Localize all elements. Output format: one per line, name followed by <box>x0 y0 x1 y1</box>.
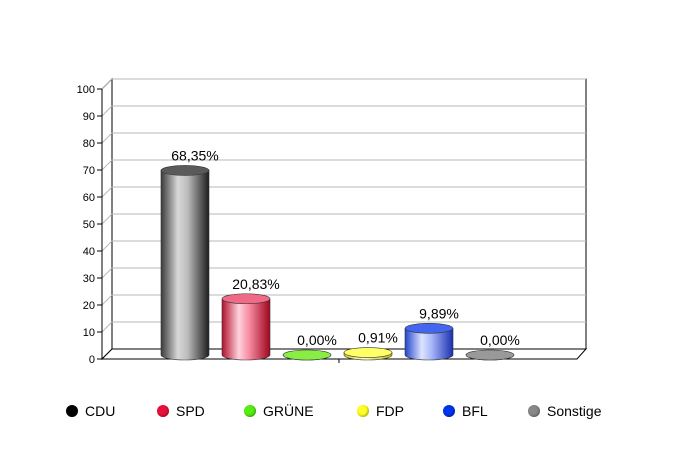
legend-label: FDP <box>376 403 404 419</box>
y-tick-label: 70 <box>83 165 95 177</box>
bar-spd-top <box>221 293 271 305</box>
gridline-side <box>101 267 113 279</box>
legend-label: Sonstige <box>547 403 602 419</box>
bar-spd <box>221 298 271 361</box>
y-tick-label: 10 <box>83 327 95 339</box>
legend-item-bfl: BFL <box>443 400 488 422</box>
data-label: 9,89% <box>419 305 459 321</box>
legend-swatch <box>157 405 169 417</box>
legend-label: CDU <box>85 403 116 419</box>
y-tick-label: 20 <box>83 300 95 312</box>
y-tick-label: 80 <box>83 138 95 150</box>
gridline-side <box>101 240 113 252</box>
bar-bfl-top <box>404 322 454 334</box>
y-tick-label: 0 <box>89 354 95 366</box>
data-label: 0,91% <box>358 330 398 346</box>
bar-cdu <box>160 170 210 361</box>
gridline-side <box>101 105 113 117</box>
legend-swatch <box>66 405 78 417</box>
legend-swatch <box>357 405 369 417</box>
legend-label: GRÜNE <box>263 403 314 419</box>
bar-bfl <box>404 327 454 361</box>
gridline-side <box>101 159 113 171</box>
gridline-side <box>101 78 113 90</box>
legend-item-gr-ne: GRÜNE <box>244 400 314 422</box>
gridline-side <box>101 294 113 306</box>
data-label: 68,35% <box>171 147 218 163</box>
y-tick-label: 60 <box>83 192 95 204</box>
y-tick-label: 40 <box>83 246 95 258</box>
data-label: 0,00% <box>297 332 337 348</box>
legend-item-cdu: CDU <box>66 400 115 422</box>
legend-swatch <box>244 405 256 417</box>
bar-cdu-top <box>160 165 210 176</box>
y-tick-label: 50 <box>83 219 95 231</box>
gridline-side <box>101 132 113 144</box>
legend-label: BFL <box>462 403 488 419</box>
gridline-side <box>101 213 113 225</box>
bar-chart: 0 10 20 30 40 50 60 70 80 90 100 68,35% 20,83% 0,00%… <box>77 77 588 366</box>
legend-item-spd: SPD <box>157 400 205 422</box>
y-tick-label: 90 <box>83 111 95 123</box>
bar-sonstige-top <box>465 349 515 361</box>
legend-swatch <box>443 405 455 417</box>
bar-gr-ne-top <box>282 349 332 361</box>
chart-legend: CDU SPD GRÜNE FDP BFL Sonstige <box>0 400 678 422</box>
y-tick-label: 100 <box>77 84 95 96</box>
legend-item-fdp: FDP <box>357 400 404 422</box>
y-tick-label: 30 <box>83 273 95 285</box>
legend-item-sonstige: Sonstige <box>528 400 601 422</box>
gridline-side <box>101 186 113 198</box>
legend-swatch <box>528 405 540 417</box>
gridline-side <box>101 321 113 333</box>
bar-fdp-top <box>343 347 393 358</box>
data-label: 20,83% <box>232 276 279 292</box>
legend-label: SPD <box>176 403 205 419</box>
data-label: 0,00% <box>480 332 520 348</box>
